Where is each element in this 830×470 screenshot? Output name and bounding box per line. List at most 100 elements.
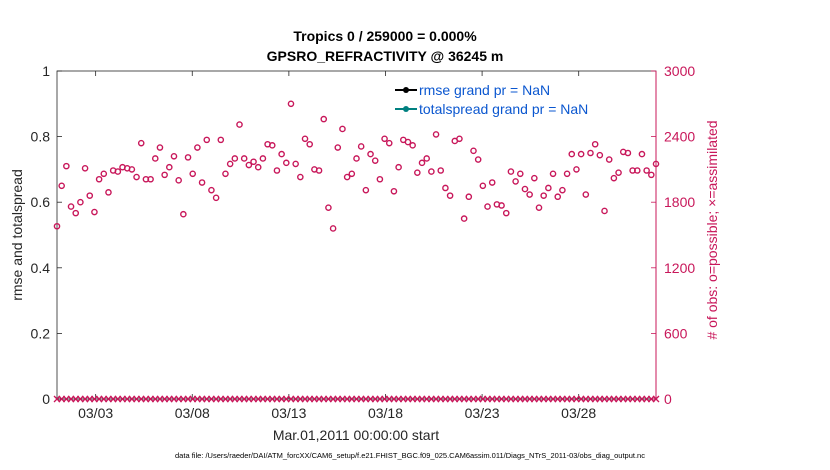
data-marks xyxy=(53,100,660,403)
possible-obs-point xyxy=(512,178,519,185)
possible-obs-point xyxy=(72,209,80,217)
possible-obs-point xyxy=(325,204,332,211)
possible-obs-point xyxy=(67,203,75,210)
possible-obs-point xyxy=(259,155,267,162)
possible-obs-point xyxy=(601,207,608,215)
possible-obs-point xyxy=(203,136,211,144)
possible-obs-point xyxy=(610,174,618,182)
possible-obs-point xyxy=(250,158,257,166)
possible-obs-point xyxy=(456,135,463,143)
possible-obs-point xyxy=(643,167,650,174)
possible-obs-point xyxy=(245,161,253,169)
possible-obs-point xyxy=(474,156,482,163)
possible-obs-point xyxy=(236,121,243,128)
possible-obs-point xyxy=(273,167,281,174)
possible-obs-point xyxy=(404,138,412,146)
right-y-tick-label: 2400 xyxy=(664,129,695,145)
possible-obs-point xyxy=(470,147,477,155)
x-tick-label: 03/13 xyxy=(271,405,306,421)
possible-obs-point xyxy=(502,209,510,217)
possible-obs-point xyxy=(367,150,374,158)
possible-obs-point xyxy=(297,173,304,181)
possible-obs-point xyxy=(348,170,356,178)
possible-obs-point xyxy=(226,160,234,168)
possible-obs-point xyxy=(545,184,552,192)
right-y-tick-label: 600 xyxy=(664,325,688,341)
legend-label-rmse: rmse grand pr = NaN xyxy=(419,82,550,98)
possible-obs-point xyxy=(638,150,646,158)
possible-obs-point xyxy=(535,204,543,211)
possible-obs-point xyxy=(357,143,365,150)
possible-obs-point xyxy=(166,163,173,171)
possible-obs-point xyxy=(133,173,140,181)
x-tick-label: 03/18 xyxy=(368,405,403,421)
left-y-tick-label: 1 xyxy=(42,63,50,79)
possible-obs-point xyxy=(222,170,229,178)
possible-obs-point xyxy=(633,167,641,174)
possible-obs-point xyxy=(591,140,599,148)
possible-obs-point xyxy=(423,155,430,162)
possible-obs-point xyxy=(507,168,515,175)
possible-obs-point xyxy=(320,115,328,123)
possible-obs-point xyxy=(498,202,505,209)
possible-obs-point xyxy=(488,179,496,186)
possible-obs-point xyxy=(147,175,154,183)
possible-obs-point xyxy=(390,187,398,195)
possible-obs-point xyxy=(428,168,435,175)
possible-obs-point xyxy=(231,155,239,162)
possible-obs-point xyxy=(208,186,215,194)
footer-data-file: data file: /Users/raeder/DAI/ATM_forcXX/… xyxy=(175,451,645,460)
possible-obs-point xyxy=(648,171,655,179)
left-y-tick-label: 0.8 xyxy=(31,129,51,145)
possible-obs-point xyxy=(460,215,468,222)
possible-obs-point xyxy=(128,166,136,173)
possible-obs-point xyxy=(283,159,290,167)
possible-obs-point xyxy=(521,185,529,193)
y-axis-label-right: # of obs: o=possible; ×=assimilated xyxy=(704,120,720,339)
possible-obs-point xyxy=(95,175,103,183)
possible-obs-point xyxy=(151,155,159,162)
possible-obs-point xyxy=(409,142,416,149)
legend-box xyxy=(389,78,649,122)
possible-obs-point xyxy=(240,155,248,162)
possible-obs-point xyxy=(268,142,276,149)
assimilated-obs-point xyxy=(652,395,660,403)
possible-obs-point xyxy=(254,163,262,171)
possible-obs-point xyxy=(381,135,388,143)
legend-marker-totalspread xyxy=(403,106,409,112)
possible-obs-point xyxy=(315,167,323,174)
possible-obs-point xyxy=(81,165,89,172)
possible-obs-point xyxy=(180,210,187,218)
possible-obs-point xyxy=(484,203,491,210)
possible-obs-point xyxy=(465,193,473,201)
possible-obs-point xyxy=(105,189,112,196)
possible-obs-point xyxy=(339,125,346,133)
possible-obs-point xyxy=(292,160,299,168)
right-y-tick-label: 1800 xyxy=(664,194,695,210)
possible-obs-point xyxy=(446,192,454,199)
possible-obs-point xyxy=(563,170,571,178)
possible-obs-point xyxy=(301,135,309,143)
y-axis-label-left: rmse and totalspread xyxy=(9,169,25,301)
possible-obs-point xyxy=(549,170,557,178)
left-y-tick-label: 0 xyxy=(42,391,50,407)
possible-obs-point xyxy=(376,175,384,183)
possible-obs-point xyxy=(137,139,145,147)
possible-obs-point xyxy=(353,155,360,162)
right-y-tick-label: 0 xyxy=(664,391,672,407)
possible-obs-point xyxy=(63,162,70,170)
possible-obs-point xyxy=(175,177,182,184)
right-y-tick-label: 3000 xyxy=(664,63,695,79)
possible-obs-point xyxy=(437,167,445,174)
possible-obs-point xyxy=(100,170,108,178)
left-y-tick-label: 0.4 xyxy=(31,260,51,276)
possible-obs-point xyxy=(114,168,122,175)
possible-obs-point xyxy=(306,140,314,148)
x-tick-label: 03/28 xyxy=(561,405,596,421)
possible-obs-point xyxy=(58,182,65,190)
possible-obs-point xyxy=(212,194,220,202)
possible-obs-point xyxy=(442,184,449,192)
possible-obs-point xyxy=(194,144,201,151)
possible-obs-point xyxy=(577,150,585,158)
possible-obs-point xyxy=(559,186,566,194)
